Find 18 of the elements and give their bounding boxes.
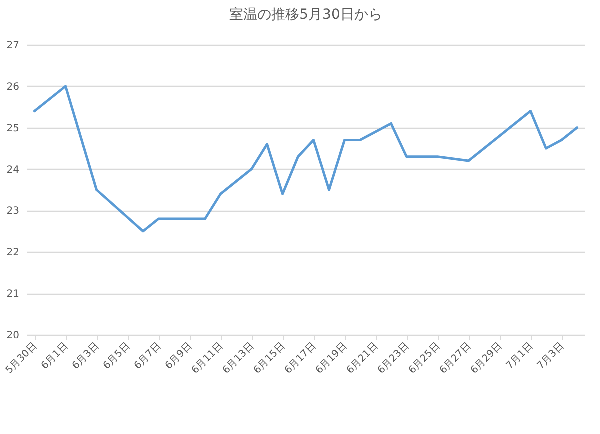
line-series [34,85,578,233]
y-tick-label: 25 [6,123,20,134]
x-tick-label: 6月5日 [102,340,132,372]
y-tick-label: 26 [6,82,20,93]
y-tick-label: 21 [6,289,20,300]
x-tick-label: 6月3日 [70,340,102,372]
y-tick-label: 22 [6,248,20,259]
x-tick-label: 6月1日 [40,340,70,372]
x-tick-label: 5月30日 [4,340,40,376]
y-tick-label: 23 [6,206,20,218]
x-tick-label: 7月1日 [504,340,536,372]
x-tick-label: 6月29日 [469,340,504,376]
y-tick-label: 20 [6,330,20,342]
x-tick-label: 6月7日 [132,340,164,372]
y-tick-label: 24 [6,164,20,176]
chart-title: 室温の推移5月30日から [230,7,382,23]
x-tick-label: 7月3日 [536,340,566,372]
y-tick-label: 27 [6,40,20,52]
